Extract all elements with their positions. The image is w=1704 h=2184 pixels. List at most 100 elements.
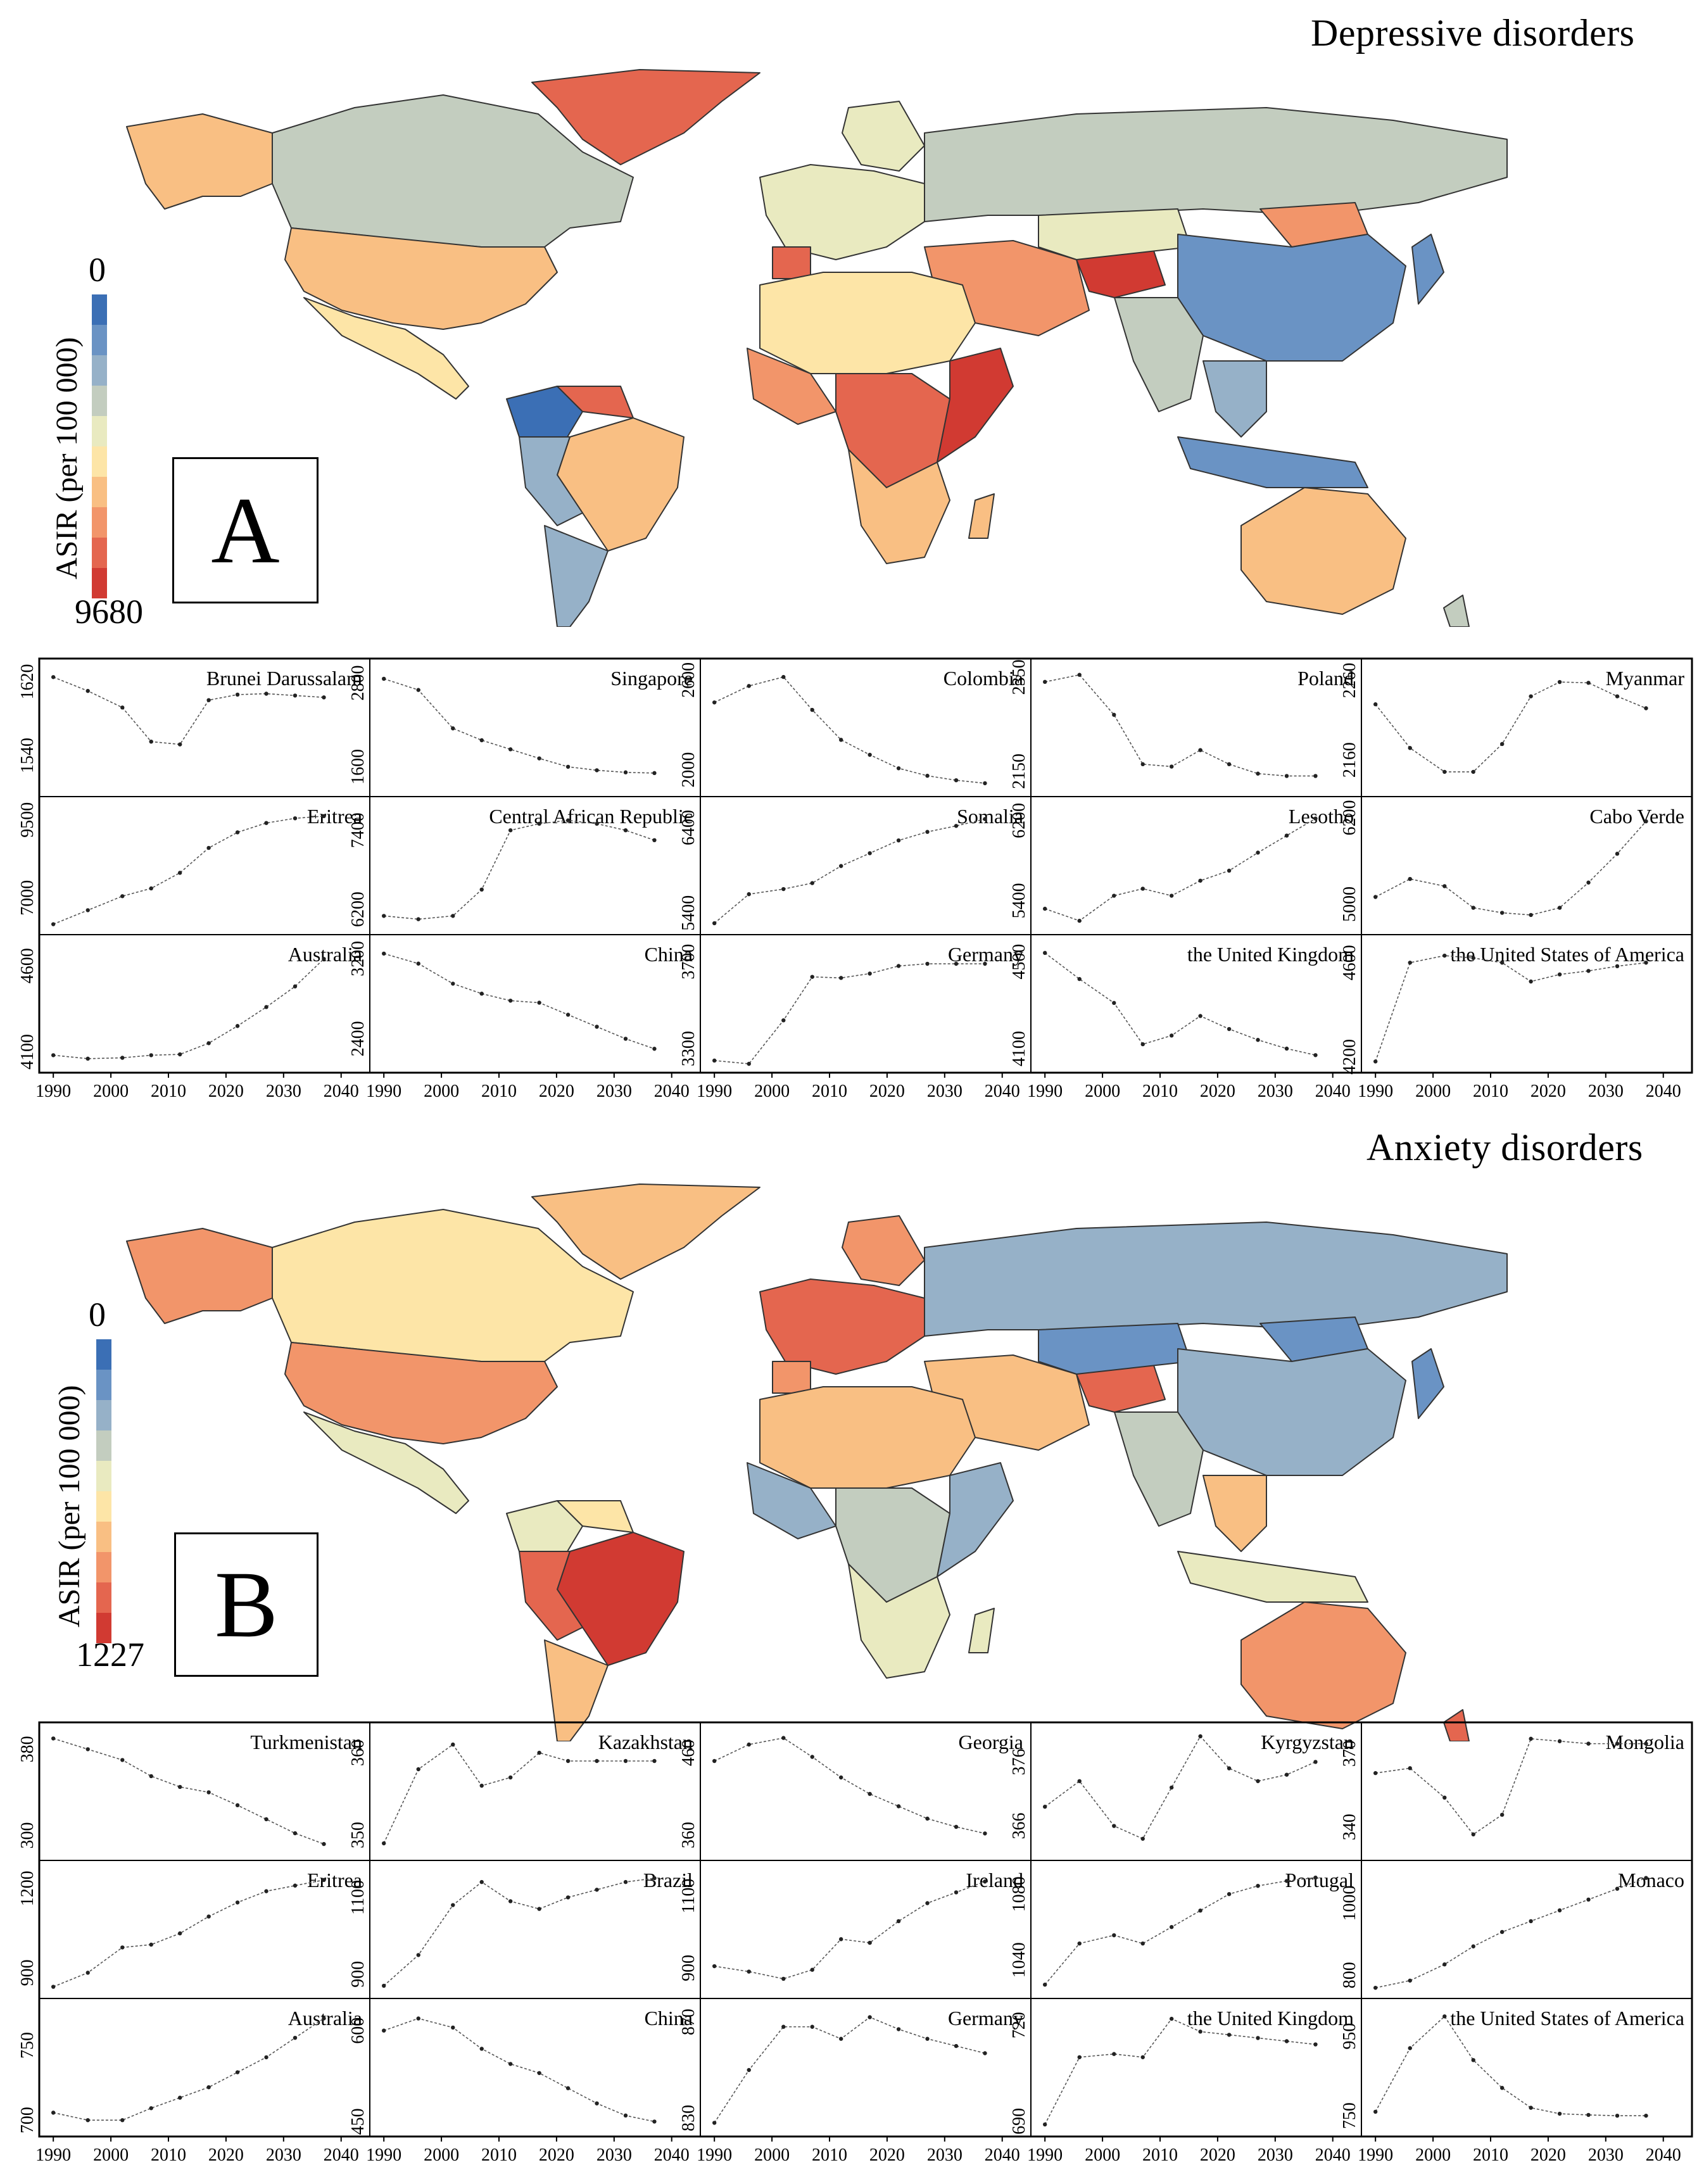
subplot-data-point [322, 1841, 326, 1846]
small-multiples-b: Turkmenistan 380 300 Kazakhstan 360 350 Georgi… [18, 1721, 1693, 2165]
subplot-ytick-label: 690 [1009, 2108, 1029, 2135]
subplot-ytick-label: 2350 [1009, 659, 1029, 695]
subplot-data-point [1227, 1026, 1232, 1032]
map-region-usa [284, 1342, 558, 1444]
subplot-data-point [1198, 1909, 1202, 1913]
subplot: Central African Republic 7400 6200 [348, 796, 701, 935]
subplot-data-point [1198, 2029, 1202, 2034]
subplot-xtick-label: 1990 [366, 1082, 401, 1101]
subplot-data-point [1557, 1908, 1562, 1913]
subplot-ytick-label: 1000 [1340, 1886, 1360, 1921]
subplot-data-point [838, 1775, 843, 1780]
subplot-data-point [1256, 850, 1260, 855]
subplot-series-line [714, 818, 985, 924]
subplot-xtick-label: 2020 [208, 2145, 244, 2165]
subplot-xtick-label: 2000 [424, 1082, 459, 1101]
subplot-data-point [508, 747, 513, 752]
subplot-xtick-label: 1990 [1027, 2145, 1063, 2165]
subplot-ytick-label: 750 [18, 2032, 37, 2059]
subplot-data-point [983, 1879, 987, 1884]
subplot-ytick-label: 4100 [18, 1034, 37, 1070]
map-region-argentina [544, 525, 609, 627]
subplot-xtick-label: 2020 [869, 2145, 905, 2165]
subplot-data-point [868, 1791, 872, 1796]
subplot-data-point [451, 726, 455, 731]
subplot-data-point [451, 1742, 455, 1747]
subplot-series-line [53, 2017, 324, 2121]
map-region-brazil [557, 1532, 685, 1666]
subplot-ytick-label: 6400 [679, 810, 698, 845]
subplot-country-label: Ireland [966, 1869, 1023, 1891]
subplot-data-point [925, 830, 930, 834]
subplot-data-point [1471, 2058, 1475, 2062]
subplot-data-point [595, 821, 599, 826]
subplot-data-point [537, 821, 541, 826]
subplot-country-label: Germany [948, 943, 1023, 966]
subplot-data-point [1373, 895, 1378, 899]
subplot-xtick-label: 2010 [1473, 2145, 1508, 2165]
subplot-data-point [954, 1824, 959, 1829]
subplot-data-point [1471, 906, 1475, 910]
map-region-china [1177, 234, 1406, 362]
subplot-data-point [1042, 2122, 1047, 2127]
subplot-data-point [1615, 852, 1620, 856]
subplot-ytick-label: 300 [18, 1822, 37, 1848]
subplot-data-point [595, 768, 599, 773]
subplot-ytick-label: 750 [1340, 2102, 1360, 2129]
subplot-data-point [1586, 969, 1591, 973]
subplot-data-point [781, 1018, 786, 1023]
subplot: the United Kingdom 720 690 1990 2000 2010 2020… [1009, 1998, 1362, 2165]
subplot-data-point [508, 1775, 513, 1780]
subplot-xtick-label: 2010 [1142, 1082, 1178, 1101]
subplot-data-point [1408, 2046, 1412, 2050]
subplot-country-label: Brunei Darussalam [206, 667, 362, 690]
subplot-data-point [1140, 2055, 1145, 2059]
subplot-data-point [1586, 1741, 1591, 1746]
subplot-data-point [1227, 868, 1232, 873]
subplot-data-point [451, 1903, 455, 1907]
subplot-data-point [149, 740, 153, 744]
subplot-xtick-label: 2000 [1415, 2145, 1451, 2165]
subplot-data-point [1529, 1736, 1533, 1741]
subplot-data-point [1442, 1795, 1447, 1800]
subplot-data-point [120, 1056, 125, 1060]
subplot-data-point [206, 1914, 211, 1919]
subplot-data-point [1140, 1941, 1145, 1946]
subplot-country-label: Georgia [959, 1731, 1023, 1753]
subplot-data-point [1313, 774, 1318, 778]
legend-a-max: 9680 [75, 593, 143, 631]
subplot-ytick-label: 7000 [18, 880, 37, 916]
subplot-data-point [868, 752, 872, 757]
subplot-data-point [479, 1879, 484, 1884]
subplot-xtick-label: 2040 [985, 2145, 1020, 2165]
subplot-data-point [416, 1767, 420, 1772]
subplot-data-point [565, 1895, 571, 1900]
subplot-ytick-label: 366 [1009, 1813, 1029, 1840]
subplot-data-point [537, 2071, 541, 2075]
subplot-series-line [1375, 681, 1646, 773]
subplot-data-point [1169, 2016, 1174, 2021]
subplot-ytick-label: 830 [679, 2105, 698, 2131]
subplot-data-point [747, 892, 751, 897]
subplot-data-point [747, 1061, 751, 1066]
subplot-country-label: the United States of America [1450, 2007, 1684, 2029]
subplot-series-line [383, 1743, 655, 1844]
map-region-southern-africa [848, 449, 950, 564]
subplot-data-point [293, 2035, 298, 2040]
subplot-xtick-label: 2000 [424, 2145, 459, 2165]
subplot-xtick-label: 2020 [539, 2145, 574, 2165]
subplot-data-point [1077, 672, 1082, 677]
subplot-ytick-label: 4200 [1340, 1039, 1360, 1075]
subplot-data-point [954, 961, 959, 966]
subplot-data-point [1112, 893, 1116, 898]
subplot-xtick-label: 2020 [1200, 2145, 1235, 2165]
map-region-north-africa [759, 1386, 976, 1489]
subplot-ytick-label: 460 [679, 1739, 698, 1766]
map-region-india [1114, 1411, 1204, 1527]
subplot-xtick-label: 1990 [1027, 1082, 1063, 1101]
subplot-xtick-label: 2020 [1530, 1082, 1566, 1101]
subplot-xtick-label: 2030 [596, 2145, 632, 2165]
map-region-japan [1411, 234, 1444, 305]
world-map-anxiety [126, 1184, 1508, 1741]
subplot-xtick-label: 2020 [1200, 1082, 1235, 1101]
